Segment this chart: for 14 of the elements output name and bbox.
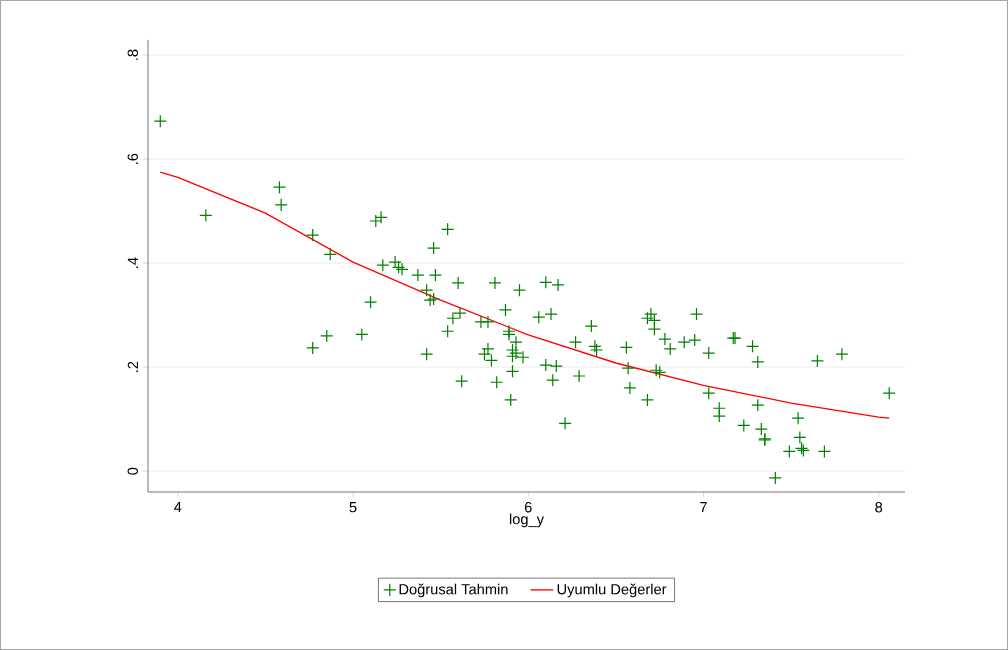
x-tick-label: 6 <box>524 502 532 513</box>
x-tick-label: 4 <box>174 502 182 513</box>
legend-label: Doğrusal Tahmin <box>399 583 508 598</box>
x-tick-label: 8 <box>875 502 883 513</box>
x-axis-title: log_y <box>509 513 544 528</box>
x-tick-label: 7 <box>700 502 707 513</box>
y-tick-label: .4 <box>127 257 138 268</box>
y-tick-label: 0 <box>127 467 138 475</box>
y-tick-label: .6 <box>127 153 138 164</box>
y-tick-label: .2 <box>127 361 138 372</box>
line-series <box>159 171 890 419</box>
y-tick-label: .8 <box>127 49 138 60</box>
x-tick-label: 5 <box>349 502 357 513</box>
legend-label: Uyumlu Değerler <box>557 583 667 598</box>
